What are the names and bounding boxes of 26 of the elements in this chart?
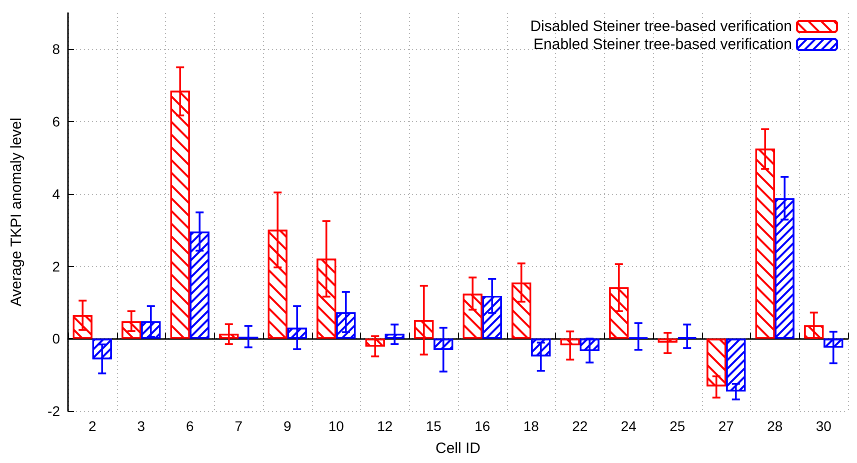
y-axis-title: Average TKPI anomaly level (8, 118, 25, 306)
y-tick-label: 6 (52, 114, 60, 130)
x-tick-label: 22 (572, 418, 588, 434)
x-tick-label: 24 (620, 418, 637, 434)
x-tick-label: 12 (377, 418, 393, 434)
x-tick-label: 15 (426, 418, 442, 434)
y-tick-label: 2 (52, 258, 60, 274)
x-tick-label: 9 (283, 418, 292, 434)
x-tick-label: 7 (234, 418, 243, 434)
legend-label: Enabled Steiner tree-based verification (534, 36, 792, 53)
x-tick-label: 16 (474, 418, 490, 434)
x-tick-label: 3 (137, 418, 146, 434)
y-tick-label: 0 (52, 330, 60, 347)
x-axis-title: Cell ID (435, 440, 481, 457)
x-tick-label: 30 (816, 418, 832, 434)
x-tick-label: 25 (670, 418, 686, 434)
x-tick-label: 10 (328, 418, 344, 434)
x-tick-label: 27 (718, 418, 734, 434)
x-tick-label: 28 (767, 418, 783, 434)
x-tick-label: 6 (186, 418, 194, 434)
x-tick-label: 2 (88, 418, 96, 434)
y-tick-label: -2 (48, 403, 60, 419)
x-tick-label: 18 (523, 418, 540, 434)
legend-label: Disabled Steiner tree-based verification (530, 18, 792, 35)
y-tick-label: 8 (52, 41, 60, 58)
y-tick-label: 4 (52, 186, 60, 202)
